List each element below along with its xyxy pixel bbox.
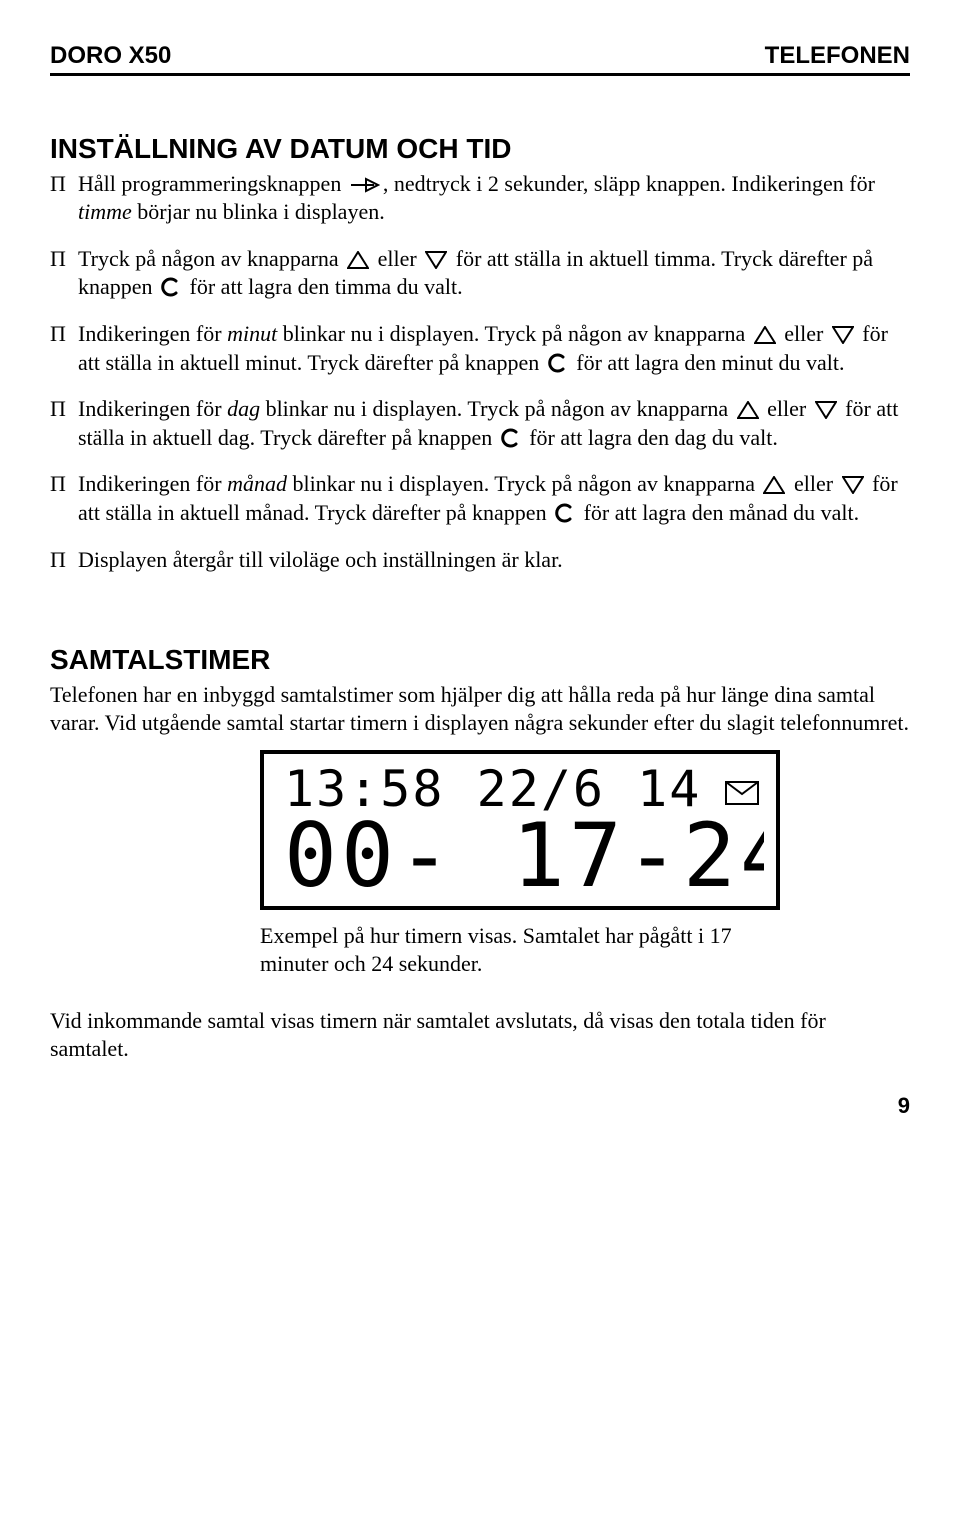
- up-triangle-icon: [763, 476, 785, 494]
- header-right: TELEFONEN: [765, 40, 910, 71]
- section2-title: SAMTALSTIMER: [50, 642, 910, 678]
- prog-arrow-icon: [350, 176, 380, 194]
- pi-bullet-icon: Π: [50, 395, 78, 424]
- pi-bullet-icon: Π: [50, 170, 78, 199]
- item-text: Indikeringen för minut blinkar nu i disp…: [78, 320, 910, 377]
- section1-title: INSTÄLLNING AV DATUM OCH TID: [50, 131, 910, 167]
- item-text: Displayen återgår till viloläge och inst…: [78, 546, 910, 575]
- lcd-display: 13:58 22/6 14 00- 17-24: [260, 750, 780, 910]
- lcd-bottom-text: 00- 17-24: [284, 804, 764, 904]
- down-triangle-icon: [832, 326, 854, 344]
- item-text: Tryck på någon av knapparna eller för at…: [78, 245, 910, 302]
- down-triangle-icon: [425, 251, 447, 269]
- c-button-icon: [501, 428, 521, 448]
- up-triangle-icon: [754, 326, 776, 344]
- up-triangle-icon: [737, 401, 759, 419]
- emphasis-text: minut: [227, 321, 277, 346]
- up-triangle-icon: [347, 251, 369, 269]
- page-header: DORO X50 TELEFONEN: [50, 40, 910, 76]
- section1-items: ΠHåll programmeringsknappen , nedtryck i…: [50, 170, 910, 575]
- emphasis-text: dag: [227, 396, 260, 421]
- list-item: ΠHåll programmeringsknappen , nedtryck i…: [50, 170, 910, 227]
- lcd-svg: 13:58 22/6 14 00- 17-24: [284, 764, 764, 904]
- emphasis-text: månad: [227, 471, 287, 496]
- c-button-icon: [161, 277, 181, 297]
- down-triangle-icon: [815, 401, 837, 419]
- list-item: ΠTryck på någon av knapparna eller för a…: [50, 245, 910, 302]
- down-triangle-icon: [842, 476, 864, 494]
- item-text: Indikeringen för dag blinkar nu i displa…: [78, 395, 910, 452]
- pi-bullet-icon: Π: [50, 320, 78, 349]
- header-left: DORO X50: [50, 40, 171, 71]
- section2-outro: Vid inkommande samtal visas timern när s…: [50, 1007, 910, 1064]
- page-number: 9: [50, 1092, 910, 1121]
- display-caption: Exempel på hur timern visas. Samtalet ha…: [260, 922, 780, 979]
- list-item: ΠIndikeringen för dag blinkar nu i displ…: [50, 395, 910, 452]
- emphasis-text: timme: [78, 199, 132, 224]
- section2-intro: Telefonen har en inbyggd samtalstimer so…: [50, 681, 910, 738]
- pi-bullet-icon: Π: [50, 470, 78, 499]
- c-button-icon: [555, 503, 575, 523]
- c-button-icon: [548, 353, 568, 373]
- list-item: ΠIndikeringen för månad blinkar nu i dis…: [50, 470, 910, 527]
- list-item: ΠIndikeringen för minut blinkar nu i dis…: [50, 320, 910, 377]
- item-text: Indikeringen för månad blinkar nu i disp…: [78, 470, 910, 527]
- list-item: ΠDisplayen återgår till viloläge och ins…: [50, 546, 910, 575]
- pi-bullet-icon: Π: [50, 546, 78, 575]
- item-text: Håll programmeringsknappen , nedtryck i …: [78, 170, 910, 227]
- pi-bullet-icon: Π: [50, 245, 78, 274]
